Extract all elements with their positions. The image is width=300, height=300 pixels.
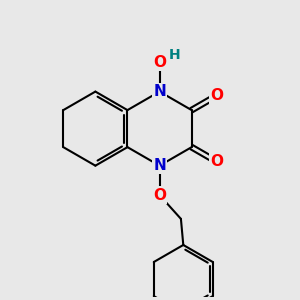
Text: N: N [153, 84, 166, 99]
Text: O: O [153, 55, 166, 70]
Text: H: H [169, 48, 181, 62]
Text: O: O [211, 88, 224, 103]
Text: N: N [153, 158, 166, 173]
Text: O: O [153, 188, 166, 202]
Text: O: O [211, 154, 224, 169]
